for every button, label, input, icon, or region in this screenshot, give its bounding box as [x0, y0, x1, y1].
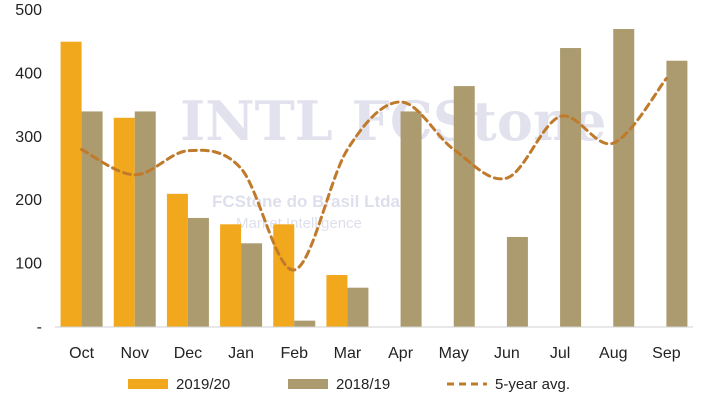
bar-b-oct	[81, 111, 103, 327]
x-tick-label-jan: Jan	[228, 345, 254, 362]
bar-b-mar	[347, 287, 369, 327]
watermark-logo: INTL FCStone FCStone do Brasil Ltda Mark…	[180, 89, 606, 232]
bar-b-jun	[506, 236, 528, 327]
y-tick-label: 200	[15, 192, 42, 209]
legend-swatch-0	[128, 379, 168, 389]
bar-b-may	[453, 86, 475, 327]
watermark-brand: INTL FCStone	[180, 89, 606, 153]
x-tick-label-feb: Feb	[280, 345, 308, 362]
legend-swatch-1	[288, 379, 328, 389]
bar-b-sep	[666, 60, 688, 327]
bar-b-apr	[400, 111, 422, 327]
bar-a-feb	[273, 224, 295, 327]
bar-b-feb	[294, 320, 316, 327]
bar-b-nov	[134, 111, 156, 327]
x-tick-label-oct: Oct	[69, 345, 94, 362]
x-tick-label-dec: Dec	[174, 345, 202, 362]
legend-label-0: 2019/20	[176, 376, 230, 393]
bar-a-oct	[60, 41, 82, 327]
line-layer	[80, 76, 668, 272]
bars-layer	[60, 29, 688, 328]
bar-b-jul	[560, 48, 582, 327]
bar-a-jan	[220, 224, 242, 327]
legend-label-2: 5-year avg.	[495, 376, 570, 393]
x-tick-label-may: May	[439, 345, 469, 362]
watermark-company: FCStone do Brasil Ltda	[212, 192, 401, 211]
bar-a-mar	[326, 275, 348, 327]
x-tick-label-jun: Jun	[494, 345, 520, 362]
y-tick-label: 100	[15, 256, 42, 273]
y-tick-label: 300	[15, 129, 42, 146]
series-line-0	[80, 76, 668, 272]
x-tick-label-jul: Jul	[550, 345, 570, 362]
bar-b-dec	[187, 217, 209, 327]
y-tick-label: 400	[15, 65, 42, 82]
x-axis-ticks: Oct Nov Dec Jan Feb Mar Apr May Jun Jul Aug Sep	[69, 345, 681, 362]
x-tick-label-mar: Mar	[334, 345, 362, 362]
watermark-division: Market Intelligence	[236, 215, 362, 232]
x-tick-label-aug: Aug	[599, 345, 627, 362]
y-tick-label: 500	[15, 2, 42, 19]
bar-a-nov	[113, 117, 135, 327]
bar-b-jan	[241, 243, 263, 327]
bar-a-dec	[166, 193, 188, 327]
y-axis-ticks: - 100 200 300 400 500	[15, 2, 42, 336]
legend: 2019/20 2018/19 5-year avg.	[128, 376, 570, 393]
x-tick-label-sep: Sep	[652, 345, 681, 362]
y-tick-label: -	[37, 319, 42, 336]
x-tick-label-apr: Apr	[388, 345, 414, 362]
bar-b-aug	[613, 29, 635, 328]
legend-label-1: 2018/19	[336, 376, 390, 393]
x-tick-label-nov: Nov	[121, 345, 149, 362]
